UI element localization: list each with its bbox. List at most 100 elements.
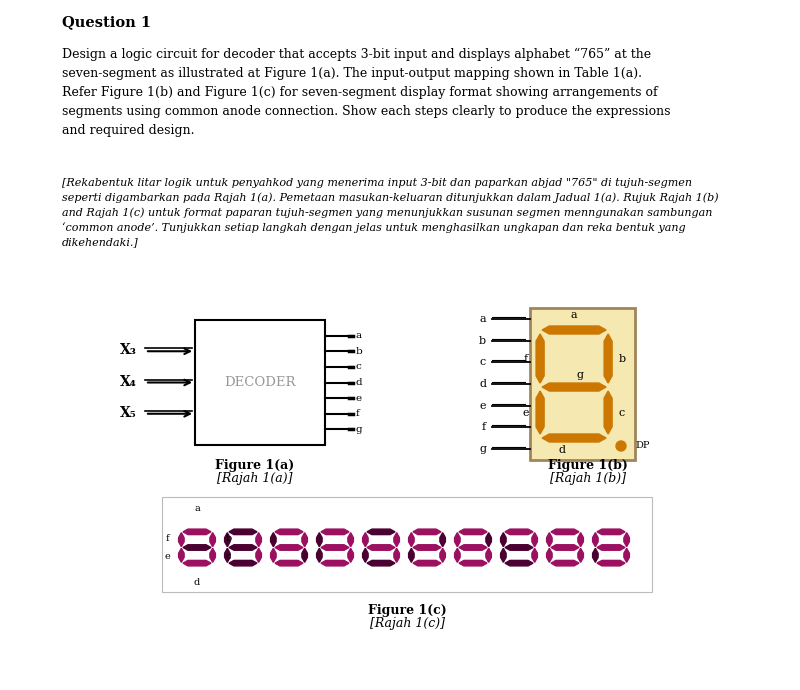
Polygon shape xyxy=(532,533,538,546)
Polygon shape xyxy=(597,560,625,566)
Text: c: c xyxy=(226,552,231,561)
Text: X₅: X₅ xyxy=(120,406,137,420)
Polygon shape xyxy=(536,391,544,434)
Polygon shape xyxy=(302,549,307,562)
Bar xyxy=(530,308,635,460)
Polygon shape xyxy=(256,533,262,546)
Text: f: f xyxy=(356,409,360,418)
Polygon shape xyxy=(178,533,184,546)
Polygon shape xyxy=(578,533,583,546)
Polygon shape xyxy=(409,533,414,546)
Polygon shape xyxy=(225,549,230,562)
Text: e: e xyxy=(523,408,530,417)
Text: d: d xyxy=(356,378,362,387)
Polygon shape xyxy=(321,544,349,550)
Polygon shape xyxy=(348,549,354,562)
Polygon shape xyxy=(593,549,598,562)
Text: Design a logic circuit for decoder that accepts 3-bit input and displays alphabe: Design a logic circuit for decoder that … xyxy=(62,48,670,137)
Polygon shape xyxy=(536,334,544,383)
Polygon shape xyxy=(367,544,395,550)
Polygon shape xyxy=(501,549,506,562)
Text: b: b xyxy=(356,347,362,356)
Polygon shape xyxy=(624,549,630,562)
Polygon shape xyxy=(225,533,230,546)
Text: e: e xyxy=(479,401,486,411)
Polygon shape xyxy=(413,560,441,566)
Text: [Rajah 1(b)]: [Rajah 1(b)] xyxy=(550,472,626,485)
Polygon shape xyxy=(275,529,303,535)
Polygon shape xyxy=(229,544,257,550)
Text: d: d xyxy=(558,445,566,455)
Polygon shape xyxy=(546,549,552,562)
Polygon shape xyxy=(505,529,533,535)
Text: Question 1: Question 1 xyxy=(62,15,151,29)
Text: g: g xyxy=(356,425,362,434)
Polygon shape xyxy=(459,529,487,535)
Polygon shape xyxy=(505,544,533,550)
Polygon shape xyxy=(210,549,215,562)
Polygon shape xyxy=(183,560,211,566)
Text: DECODER: DECODER xyxy=(224,376,296,389)
Polygon shape xyxy=(317,549,322,562)
Polygon shape xyxy=(394,533,399,546)
Polygon shape xyxy=(542,383,606,391)
Polygon shape xyxy=(546,533,552,546)
Text: Figure 1(b): Figure 1(b) xyxy=(547,459,627,472)
Text: [Rajah 1(a)]: [Rajah 1(a)] xyxy=(218,472,293,485)
Text: c: c xyxy=(619,408,626,417)
Polygon shape xyxy=(210,533,215,546)
Polygon shape xyxy=(459,560,487,566)
Text: a: a xyxy=(194,504,200,513)
Polygon shape xyxy=(551,529,579,535)
Text: g: g xyxy=(479,444,486,454)
Text: a: a xyxy=(479,314,486,324)
Text: e: e xyxy=(165,552,170,561)
Polygon shape xyxy=(348,533,354,546)
Polygon shape xyxy=(270,533,276,546)
Polygon shape xyxy=(409,549,414,562)
Text: X₄: X₄ xyxy=(120,375,137,388)
Polygon shape xyxy=(542,326,606,334)
Polygon shape xyxy=(413,544,441,550)
Text: [Rekabentuk litar logik untuk penyahkod yang menerima input 3-bit dan paparkan a: [Rekabentuk litar logik untuk penyahkod … xyxy=(62,178,718,247)
Polygon shape xyxy=(256,549,262,562)
Polygon shape xyxy=(486,533,491,546)
Text: g: g xyxy=(577,370,584,380)
Text: X₃: X₃ xyxy=(120,343,137,357)
Text: b: b xyxy=(479,335,486,346)
Text: c: c xyxy=(356,362,362,371)
Polygon shape xyxy=(440,533,446,546)
Polygon shape xyxy=(321,529,349,535)
Text: f: f xyxy=(524,353,528,364)
Text: Figure 1(a): Figure 1(a) xyxy=(215,459,294,472)
Polygon shape xyxy=(367,560,395,566)
Text: b: b xyxy=(226,534,232,543)
Polygon shape xyxy=(367,529,395,535)
Polygon shape xyxy=(183,544,211,550)
Polygon shape xyxy=(459,544,487,550)
Polygon shape xyxy=(501,533,506,546)
Text: d: d xyxy=(194,578,200,587)
Polygon shape xyxy=(362,549,368,562)
Polygon shape xyxy=(275,544,303,550)
Polygon shape xyxy=(593,533,598,546)
Polygon shape xyxy=(532,549,538,562)
Polygon shape xyxy=(551,560,579,566)
Polygon shape xyxy=(624,533,630,546)
Text: a: a xyxy=(570,310,578,320)
Polygon shape xyxy=(275,560,303,566)
Polygon shape xyxy=(183,529,211,535)
Polygon shape xyxy=(321,560,349,566)
Polygon shape xyxy=(486,549,491,562)
Text: DP: DP xyxy=(635,442,650,451)
Text: [Rajah 1(c)]: [Rajah 1(c)] xyxy=(370,617,445,630)
Polygon shape xyxy=(317,533,322,546)
Polygon shape xyxy=(604,391,612,434)
Polygon shape xyxy=(362,533,368,546)
Polygon shape xyxy=(597,529,625,535)
Polygon shape xyxy=(542,434,606,442)
Text: Figure 1(c): Figure 1(c) xyxy=(368,604,446,617)
Text: f: f xyxy=(166,534,170,543)
Polygon shape xyxy=(551,544,579,550)
Bar xyxy=(195,320,325,445)
